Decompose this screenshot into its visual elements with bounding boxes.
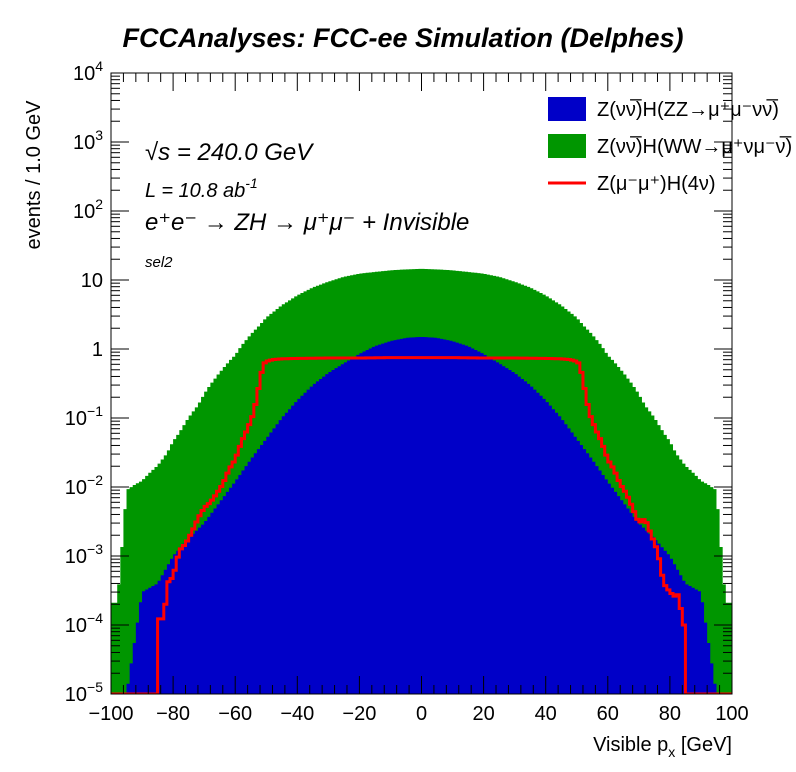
legend-label-ww: Z(νν̅)H(WW→μ⁺νμ⁻ν̅) [597,135,792,158]
annotation-sqrt-s: √s = 240.0 GeV [145,139,314,166]
y-tick-label: 103 [73,127,103,154]
y-tick-label: 104 [73,58,103,85]
x-tick-label: −80 [156,703,190,725]
x-tick-label: 60 [597,703,619,725]
annotation-lumi-exp: -1 [245,175,257,191]
axes: −100 −80 −60 −40 −20 0 20 40 60 80 100 10−5 10−4 10−3… [65,58,749,725]
legend-label-zz: Z(νν̅)H(ZZ→μ⁺μ⁻νν̅) [597,98,779,121]
chart-title: FCCAnalyses: FCC-ee Simulation (Delphes) [122,23,683,53]
x-axis-label: Visible px [GeV] [593,734,732,760]
legend-label-signal: Z(μ⁻μ⁺)H(4ν) [597,173,716,195]
legend-swatch-ww [548,134,586,158]
x-tick-label: −20 [342,703,376,725]
y-tick-label: 102 [73,196,103,223]
plot-content [111,268,732,694]
y-tick-label: 10 [81,270,103,292]
y-tick-label: 10−5 [65,679,103,706]
x-tick-label: 20 [472,703,494,725]
legend: Z(νν̅)H(ZZ→μ⁺μ⁻νν̅) Z(νν̅)H(WW→μ⁺νμ⁻ν̅) … [548,97,792,195]
y-axis-label: events / 1.0 GeV [23,100,45,250]
y-tick-label: 10−4 [65,610,103,637]
annotation-process: e⁺e⁻ → ZH → μ⁺μ⁻ + Invisible [145,209,469,236]
y-tick-label: 10−2 [65,472,103,499]
annotation-luminosity: L = 10.8 ab-1 [145,175,258,202]
x-tick-label: 0 [416,703,427,725]
x-tick-label: −100 [88,703,133,725]
annotations: √s = 240.0 GeV L = 10.8 ab-1 e⁺e⁻ → ZH →… [145,139,469,271]
x-tick-label: 80 [659,703,681,725]
legend-swatch-zz [548,97,586,121]
series-zz-area [111,336,732,694]
y-tick-label: 10−3 [65,541,103,568]
x-tick-label: 40 [535,703,557,725]
y-tick-label: 10−1 [65,403,103,430]
y-tick-label: 1 [92,339,103,361]
annotation-selection: sel2 [145,254,173,271]
annotation-lumi-prefix: L = 10.8 ab [145,180,245,202]
plot-area [111,268,732,694]
series-signal-line [111,356,732,694]
x-tick-label: −40 [280,703,314,725]
x-tick-label: −60 [218,703,252,725]
x-tick-label: 100 [715,703,748,725]
